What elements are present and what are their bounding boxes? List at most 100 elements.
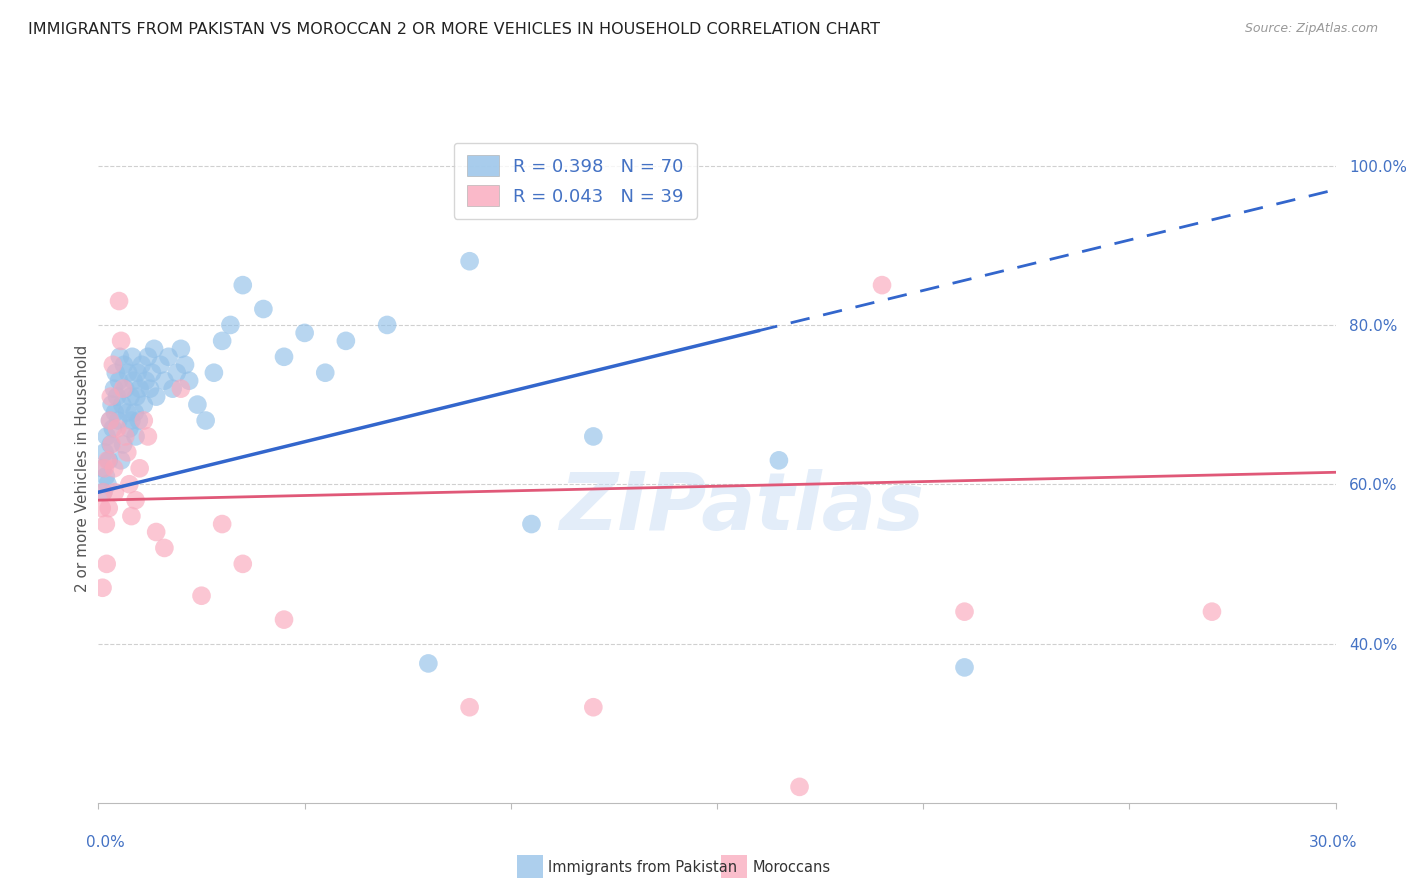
Point [108,374,131,388]
Point [124,493,146,508]
Point [96,477,118,491]
Point [162,382,184,396]
Point [97,501,120,516]
Point [104,366,127,380]
Point [108,350,131,364]
Point [520,517,543,532]
Point [103,382,125,396]
Point [127,366,149,380]
Point [110,334,132,348]
Point [211,517,233,532]
Point [124,429,146,443]
Point [170,342,193,356]
Point [117,405,139,420]
Point [93,461,115,475]
Point [120,509,142,524]
Point [125,390,148,404]
Point [117,445,139,459]
Point [132,413,155,427]
Point [96,429,118,443]
Point [128,413,150,427]
Point [91,581,114,595]
Point [120,413,142,427]
Point [166,366,188,380]
Point [101,421,124,435]
Point [121,350,143,364]
Point [153,374,176,388]
Text: IMMIGRANTS FROM PAKISTAN VS MOROCCAN 2 OR MORE VEHICLES IN HOUSEHOLD CORRELATION: IMMIGRANTS FROM PAKISTAN VS MOROCCAN 2 O… [28,22,880,37]
Point [93,485,115,500]
Point [105,421,128,435]
Point [96,453,118,467]
Point [100,398,122,412]
Point [870,278,893,293]
Point [153,541,176,555]
Point [118,421,141,435]
Point [789,780,811,794]
Point [136,350,159,364]
Point [157,350,180,364]
Point [194,413,217,427]
Point [135,374,157,388]
Point [96,557,118,571]
Point [143,342,166,356]
Point [105,390,128,404]
Point [139,382,162,396]
Point [128,382,150,396]
Legend: R = 0.398   N = 70, R = 0.043   N = 39: R = 0.398 N = 70, R = 0.043 N = 39 [454,143,696,219]
Point [582,700,605,714]
Point [112,358,135,372]
Point [375,318,398,332]
Point [232,278,254,293]
Point [124,405,146,420]
Point [232,557,254,571]
Point [145,390,167,404]
Point [132,398,155,412]
Point [90,501,112,516]
Point [120,390,142,404]
Point [186,398,208,412]
Point [128,461,150,475]
Point [953,660,976,674]
Point [953,605,976,619]
Point [145,524,167,539]
Point [418,657,440,671]
Point [190,589,212,603]
Point [111,398,134,412]
Text: 30.0%: 30.0% [1309,836,1357,850]
Point [104,485,127,500]
Point [94,469,117,483]
Point [97,453,120,467]
Text: Source: ZipAtlas.com: Source: ZipAtlas.com [1244,22,1378,36]
Point [112,437,135,451]
Point [118,477,141,491]
Point [174,358,197,372]
Point [117,366,139,380]
Point [582,429,605,443]
Point [273,350,295,364]
Point [114,382,136,396]
Point [458,254,481,268]
Point [98,413,121,427]
Point [179,374,201,388]
Point [101,358,124,372]
Point [131,358,153,372]
Point [211,334,233,348]
Point [103,461,125,475]
Point [100,437,122,451]
Point [141,366,163,380]
Point [294,326,316,340]
Point [107,413,129,427]
Point [110,453,132,467]
Point [768,453,790,467]
Point [104,405,127,420]
Point [98,413,121,427]
Point [458,700,481,714]
Point [93,485,115,500]
Point [202,366,225,380]
Text: 0.0%: 0.0% [86,836,125,850]
Point [314,366,336,380]
Point [114,429,136,443]
Point [93,445,115,459]
Point [94,517,117,532]
